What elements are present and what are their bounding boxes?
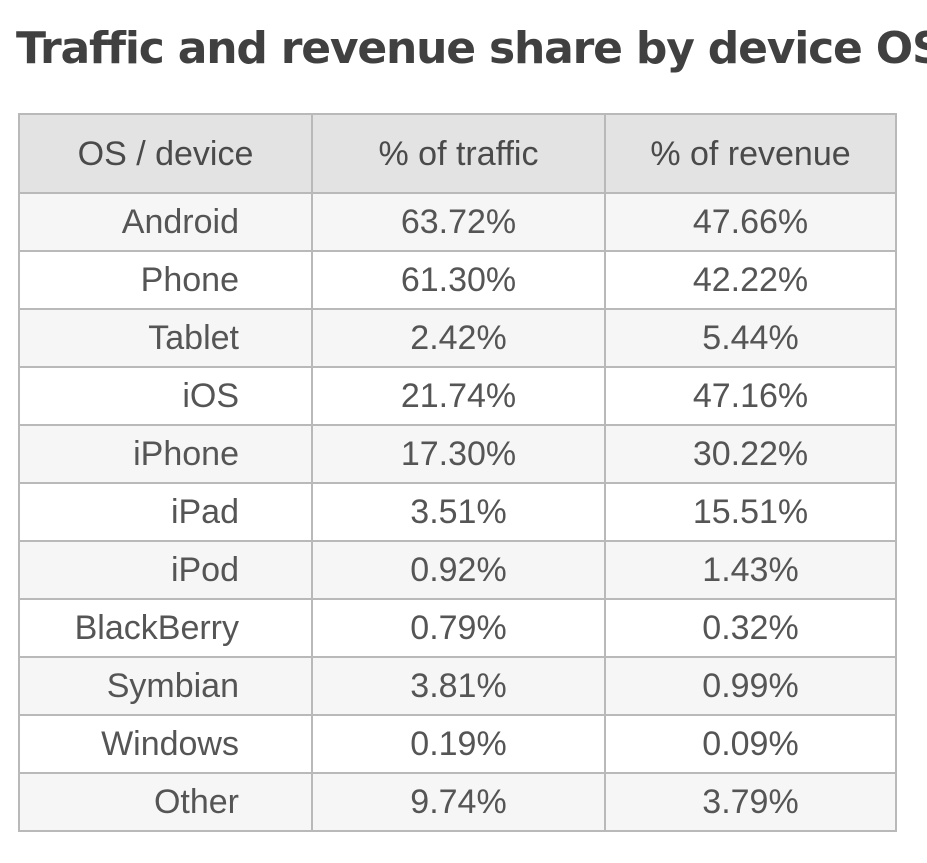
table-header: OS / device % of traffic % of revenue xyxy=(18,113,897,194)
table-row: Windows 0.19% 0.09% xyxy=(18,714,897,774)
table-row: iPhone 17.30% 30.22% xyxy=(18,424,897,484)
data-table: OS / device % of traffic % of revenue An… xyxy=(18,113,897,832)
os-device-cell: iPod xyxy=(18,540,313,600)
table-row: Symbian 3.81% 0.99% xyxy=(18,656,897,716)
os-device-cell: Phone xyxy=(18,250,313,310)
revenue-share-cell: 30.22% xyxy=(604,424,897,484)
os-device-cell: iPhone xyxy=(18,424,313,484)
revenue-share-cell: 0.09% xyxy=(604,714,897,774)
os-device-cell: Other xyxy=(18,772,313,832)
traffic-share-cell: 0.92% xyxy=(311,540,606,600)
table-row: Other 9.74% 3.79% xyxy=(18,772,897,832)
traffic-share-cell: 2.42% xyxy=(311,308,606,368)
os-device-cell: Windows xyxy=(18,714,313,774)
os-device-cell: Tablet xyxy=(18,308,313,368)
chart-title: Traffic and revenue share by device OS* xyxy=(16,23,927,74)
os-device-cell: Symbian xyxy=(18,656,313,716)
traffic-share-cell: 17.30% xyxy=(311,424,606,484)
column-header-revenue: % of revenue xyxy=(604,113,897,194)
traffic-share-cell: 0.19% xyxy=(311,714,606,774)
revenue-share-cell: 42.22% xyxy=(604,250,897,310)
os-device-cell: iOS xyxy=(18,366,313,426)
table-row: Tablet 2.42% 5.44% xyxy=(18,308,897,368)
table-row: BlackBerry 0.79% 0.32% xyxy=(18,598,897,658)
revenue-share-cell: 3.79% xyxy=(604,772,897,832)
table-row: Android 63.72% 47.66% xyxy=(18,192,897,252)
traffic-share-cell: 61.30% xyxy=(311,250,606,310)
table-row: iPod 0.92% 1.43% xyxy=(18,540,897,600)
column-header-os-device: OS / device xyxy=(18,113,313,194)
traffic-share-cell: 21.74% xyxy=(311,366,606,426)
revenue-share-cell: 0.99% xyxy=(604,656,897,716)
table-row: Phone 61.30% 42.22% xyxy=(18,250,897,310)
table-row: iOS 21.74% 47.16% xyxy=(18,366,897,426)
table-body: Android 63.72% 47.66% Phone 61.30% 42.22% Tabl… xyxy=(18,192,897,832)
os-device-cell: Android xyxy=(18,192,313,252)
revenue-share-cell: 15.51% xyxy=(604,482,897,542)
traffic-share-cell: 9.74% xyxy=(311,772,606,832)
column-header-traffic: % of traffic xyxy=(311,113,606,194)
revenue-share-cell: 5.44% xyxy=(604,308,897,368)
revenue-share-cell: 1.43% xyxy=(604,540,897,600)
traffic-share-cell: 0.79% xyxy=(311,598,606,658)
revenue-share-cell: 47.16% xyxy=(604,366,897,426)
os-device-cell: iPad xyxy=(18,482,313,542)
traffic-share-cell: 63.72% xyxy=(311,192,606,252)
traffic-share-cell: 3.51% xyxy=(311,482,606,542)
os-device-cell: BlackBerry xyxy=(18,598,313,658)
traffic-share-cell: 3.81% xyxy=(311,656,606,716)
table-row: iPad 3.51% 15.51% xyxy=(18,482,897,542)
revenue-share-cell: 0.32% xyxy=(604,598,897,658)
header-row: OS / device % of traffic % of revenue xyxy=(18,113,897,194)
revenue-share-cell: 47.66% xyxy=(604,192,897,252)
